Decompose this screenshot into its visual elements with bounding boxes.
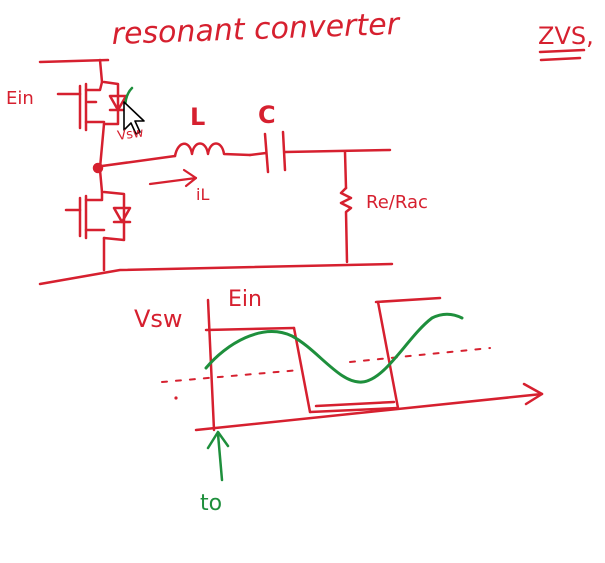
inductor-current-label: iL	[196, 185, 209, 204]
waveform-level-label: Ein	[228, 287, 262, 312]
switch-voltage-square-wave	[204, 296, 442, 432]
axis-tick-dot	[174, 396, 178, 400]
top-switch-drain-wire	[98, 58, 104, 84]
switch-node-label: Vsw	[116, 125, 144, 144]
time-axis	[194, 392, 544, 432]
top-switch-source-wire	[98, 122, 106, 170]
time-marker-arrow	[206, 430, 230, 482]
bottom-switch-drain-wire	[98, 168, 104, 194]
resonant-current-waveform	[204, 312, 464, 384]
inductor-coil	[173, 142, 252, 158]
load-resistance-label: Re/Rac	[366, 192, 428, 213]
zvs-note: ZVS,	[538, 22, 594, 50]
top-rail-wire	[38, 58, 110, 64]
time-axis-arrowhead	[522, 382, 544, 406]
load-wire	[343, 150, 348, 190]
bottom-rail-wire	[38, 262, 394, 286]
capacitor-to-load-wire	[283, 148, 392, 154]
capacitor-plate-right	[281, 130, 287, 172]
waveform-axes	[194, 382, 544, 432]
node-to-inductor-wire	[100, 154, 177, 168]
bottom-mosfet-symbol	[64, 190, 132, 242]
load-resistor	[339, 186, 353, 264]
time-marker-label: to	[200, 491, 222, 516]
inductor-label: L	[190, 103, 205, 131]
capacitor-wire-left	[248, 151, 268, 157]
zvs-underline	[538, 48, 586, 62]
half-bridge-circuit	[38, 58, 394, 286]
waveform-y-label: Vsw	[134, 305, 183, 333]
inductor-current-arrow	[148, 168, 198, 188]
source-voltage-label: Ein	[6, 88, 34, 109]
capacitor-label: C	[258, 101, 276, 129]
top-mosfet-symbol	[56, 80, 128, 132]
board-title: resonant converter	[111, 7, 401, 52]
mouse-cursor-icon	[123, 101, 145, 135]
mid-level-dashed-line	[161, 347, 491, 383]
